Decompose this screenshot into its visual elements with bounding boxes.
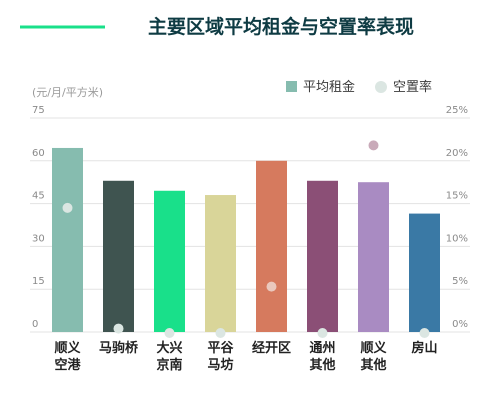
left-tick-label: 15 <box>32 276 45 287</box>
vacancy-point <box>215 328 226 338</box>
bar <box>154 190 185 332</box>
vacancy-point <box>266 281 277 292</box>
bar <box>52 147 83 332</box>
legend: 平均租金 空置率 <box>286 79 432 95</box>
vacancy-point <box>368 140 379 151</box>
bar-series <box>52 147 440 332</box>
category-label: 通州其他 <box>309 340 335 373</box>
vacancy-point <box>317 328 328 338</box>
legend-label-avg-rent: 平均租金 <box>303 79 355 95</box>
bar <box>307 180 338 332</box>
bar <box>409 213 440 332</box>
y-axis-unit-label: (元/月/平方米) <box>32 85 103 99</box>
right-tick-label: 10% <box>446 233 468 244</box>
category-label: 大兴京南 <box>156 340 182 373</box>
left-tick-label: 0 <box>32 319 38 330</box>
right-tick-label: 5% <box>452 276 468 287</box>
right-tick-label: 25% <box>446 105 468 116</box>
category-label: 平谷马坊 <box>207 340 234 373</box>
category-label: 马驹桥 <box>99 340 139 356</box>
left-tick-label: 75 <box>32 105 45 116</box>
bar <box>358 182 389 332</box>
left-tick-label: 45 <box>32 191 45 202</box>
legend-swatch-avg-rent <box>286 81 297 92</box>
vacancy-point <box>419 328 430 338</box>
legend-label-vacancy: 空置率 <box>393 79 432 95</box>
axis-ticks: 0 0% 15 5% 30 10% 45 15% 60 20% 75 25% <box>32 105 468 330</box>
bar <box>256 160 287 332</box>
category-label: 顺义其他 <box>360 340 387 373</box>
vacancy-point <box>164 328 175 338</box>
category-label: 顺义空港 <box>54 340 81 373</box>
scatter-series <box>62 140 430 338</box>
category-label: 房山 <box>411 340 437 356</box>
right-tick-label: 0% <box>452 319 468 330</box>
right-tick-label: 15% <box>446 191 468 202</box>
category-label: 经开区 <box>252 340 291 356</box>
gridlines <box>30 117 470 333</box>
vacancy-point <box>113 323 124 334</box>
bar <box>103 180 134 332</box>
left-tick-label: 30 <box>32 233 45 244</box>
chart-title: 主要区域平均租金与空置率表现 <box>148 15 414 38</box>
bar <box>205 195 236 332</box>
right-tick-label: 20% <box>446 148 468 159</box>
left-tick-label: 60 <box>32 148 45 159</box>
legend-marker-vacancy <box>375 81 387 93</box>
vacancy-point <box>62 202 73 213</box>
